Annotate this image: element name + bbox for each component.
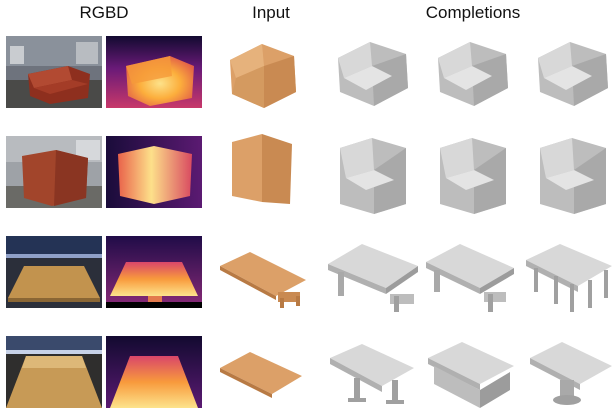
input-pointcloud-row-2 [226, 130, 298, 212]
header-rgbd: RGBD [79, 3, 129, 22]
completion-2-row-2 [432, 134, 514, 216]
rgb-image-row-2 [6, 136, 102, 208]
input-pointcloud-row-3 [216, 240, 310, 310]
header-completions: Completions [425, 3, 521, 22]
depth-image-row-1 [106, 36, 202, 108]
completion-2-row-1 [432, 36, 514, 108]
rgb-image-row-3 [6, 236, 102, 308]
rgb-image-row-1 [6, 36, 102, 108]
completion-3-row-2 [532, 134, 614, 216]
depth-image-row-4 [106, 336, 202, 408]
depth-image-row-2 [106, 136, 202, 208]
completion-1-row-3 [324, 236, 420, 318]
completion-3-row-3 [524, 236, 614, 318]
completion-1-row-2 [332, 134, 414, 216]
completion-3-row-4 [526, 336, 614, 410]
depth-image-row-3 [106, 236, 202, 308]
input-pointcloud-row-1 [222, 38, 304, 110]
header-input: Input [252, 3, 290, 22]
rgb-image-row-4 [6, 336, 102, 408]
completion-1-row-4 [326, 336, 418, 410]
completion-2-row-3 [424, 236, 516, 318]
completion-1-row-1 [332, 36, 414, 108]
completion-3-row-1 [532, 36, 614, 108]
input-pointcloud-row-4 [216, 340, 306, 404]
completion-2-row-4 [424, 336, 516, 410]
